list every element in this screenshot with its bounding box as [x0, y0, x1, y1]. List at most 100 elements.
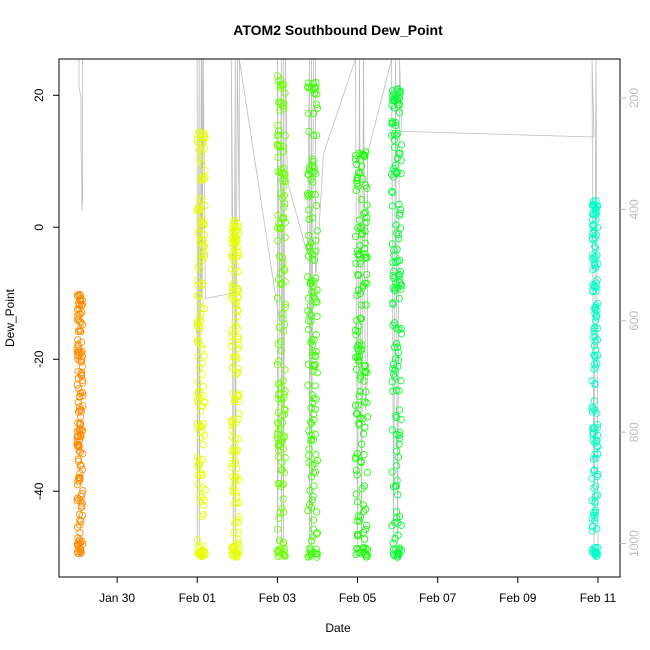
data-point [77, 548, 85, 556]
data-point [279, 508, 288, 516]
data-point [227, 342, 235, 350]
data-point [275, 252, 284, 260]
data-point [280, 434, 288, 442]
data-point [395, 325, 403, 334]
data-point [353, 532, 362, 540]
data-point [312, 169, 320, 178]
data-point [395, 109, 404, 117]
data-point [388, 187, 396, 196]
data-point [78, 376, 87, 385]
data-point [354, 327, 362, 336]
data-point [388, 188, 397, 197]
data-point [303, 83, 312, 91]
data-point [352, 186, 360, 194]
data-point [227, 418, 236, 427]
x-tick-label: Feb 07 [419, 591, 457, 605]
data-point [194, 139, 202, 147]
data-point [393, 386, 401, 394]
data-point [273, 140, 282, 148]
data-point [195, 146, 203, 154]
data-point [73, 480, 82, 489]
data-point [363, 399, 371, 407]
data-point [591, 353, 600, 361]
data-point [200, 304, 209, 313]
data-point [281, 405, 289, 414]
data-point [307, 191, 316, 199]
data-point [389, 360, 398, 369]
data-point [194, 460, 203, 468]
data-point [197, 427, 206, 435]
data-point [304, 79, 313, 87]
data-point [354, 401, 362, 409]
data-point [273, 361, 282, 369]
data-point [592, 346, 600, 354]
data-point [281, 177, 289, 186]
data-point [397, 281, 405, 290]
data-point [275, 220, 283, 228]
y2-tick-label: 200 [627, 88, 641, 108]
data-point [311, 190, 319, 199]
data-point [395, 406, 403, 414]
data-point [201, 166, 209, 175]
data-point [280, 406, 289, 414]
data-point [74, 457, 83, 465]
data-point [281, 200, 289, 208]
data-point [305, 445, 313, 453]
data-point [281, 454, 289, 462]
series-5 [303, 78, 322, 561]
data-point [390, 267, 398, 275]
data-point [354, 271, 363, 280]
data-point [75, 384, 83, 393]
data-point [310, 89, 319, 98]
data-point [78, 347, 86, 356]
data-point [280, 265, 288, 273]
data-point [590, 304, 599, 312]
data-point [273, 72, 282, 80]
data-point [274, 77, 282, 85]
data-point [389, 539, 397, 547]
data-point [590, 351, 598, 359]
data-point [234, 293, 242, 301]
data-point [235, 548, 243, 556]
data-point [390, 96, 398, 104]
data-point [279, 170, 287, 178]
data-point [390, 143, 399, 152]
data-point [79, 379, 87, 387]
data-point [593, 312, 601, 320]
data-point [588, 527, 596, 535]
data-point [196, 491, 204, 499]
data-point [305, 206, 313, 214]
data-point [392, 258, 400, 267]
data-point [233, 324, 242, 333]
data-point [306, 486, 314, 495]
data-point [76, 521, 84, 529]
data-point [389, 300, 397, 308]
data-point [396, 271, 404, 279]
data-point [363, 368, 371, 377]
data-point [589, 404, 597, 412]
data-point [361, 535, 369, 543]
data-point [592, 264, 600, 272]
pressure-trace [78, 58, 599, 544]
data-point [233, 446, 241, 454]
data-point [308, 255, 317, 263]
data-point [307, 431, 315, 439]
data-point [309, 362, 317, 370]
series-6 [351, 148, 372, 561]
data-point [394, 97, 402, 105]
data-point [356, 387, 364, 396]
data-point [361, 208, 369, 217]
data-point [591, 283, 599, 291]
data-point [310, 336, 318, 344]
data-point [359, 508, 368, 516]
data-point [277, 189, 285, 198]
data-point [235, 409, 243, 418]
data-point [78, 427, 86, 435]
data-point [392, 340, 401, 348]
data-point [201, 432, 209, 440]
data-point [197, 148, 206, 156]
data-point [279, 315, 287, 323]
data-point [590, 197, 598, 205]
data-point [353, 471, 361, 479]
data-point [355, 517, 363, 525]
